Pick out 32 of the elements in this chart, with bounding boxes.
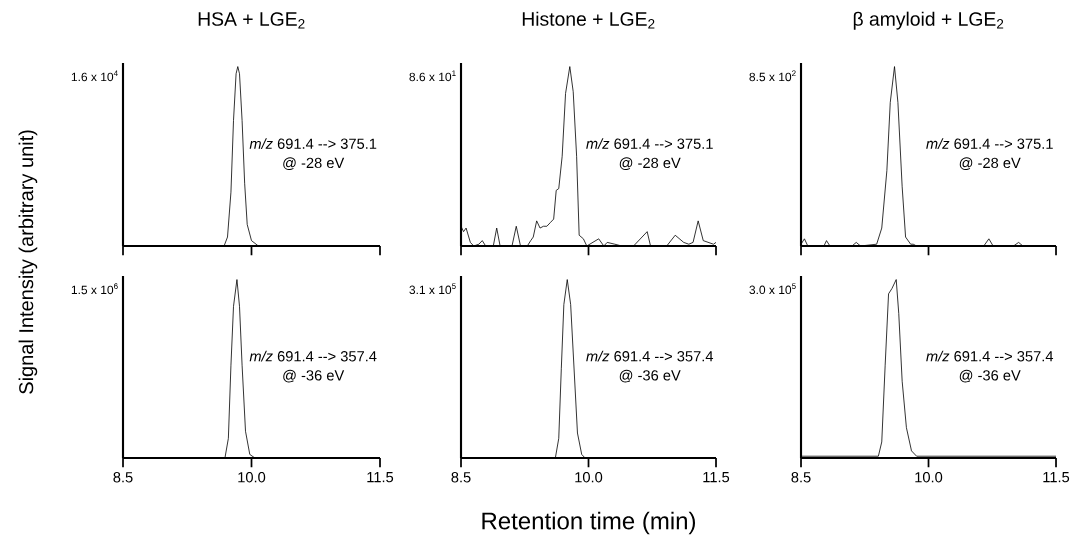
x-tick-label: 10.0 [238, 472, 266, 483]
annotation: @ -28 eV [959, 157, 1021, 170]
annotation: @ -36 eV [959, 369, 1021, 383]
x-axis-title: Retention time (min) [482, 511, 696, 535]
annotation: m/z 691.4 --> 357.4 [249, 350, 377, 362]
text: 1.5 x 10$^{6}$ [71, 283, 118, 295]
x-tick-label: 8.5 [113, 472, 133, 483]
y-axis-title: Signal Intensity (arbitrary unit) [18, 130, 38, 394]
annotation: @ -28 eV [283, 157, 345, 170]
x-tick-label: 11.5 [703, 472, 730, 483]
x-tick-label: 11.5 [1043, 472, 1070, 483]
x-tick-label: 8.5 [451, 472, 471, 483]
x-tick-label: 11.5 [367, 472, 394, 483]
chart-title: HSA + LGE$_{2}$ [198, 12, 305, 29]
annotation: @ -36 eV [619, 369, 681, 383]
text: 3.1 x 10$^{5}$ [409, 283, 456, 295]
text: 1.6 x 10$^{4}$ [71, 70, 118, 82]
annotation: m/z 691.4 --> 375.1 [926, 138, 1053, 149]
chart-title: β amyloid + LGE$_{2}$ [853, 11, 1004, 30]
annotation: m/z 691.4 --> 375.1 [249, 138, 377, 149]
annotation: m/z 691.4 --> 357.4 [586, 350, 714, 362]
x-tick-label: 10.0 [575, 472, 603, 483]
annotation: @ -28 eV [619, 157, 681, 170]
text: 8.6 x 10$^{1}$ [409, 70, 456, 82]
chart-title: Histone + LGE$_{2}$ [522, 11, 655, 29]
text: 3.0 x 10$^{5}$ [749, 283, 796, 295]
x-tick-label: 8.5 [791, 472, 811, 483]
annotation: m/z 691.4 --> 375.1 [586, 138, 713, 149]
x-tick-label: 10.0 [915, 472, 943, 483]
text: 8.5 x 10$^{2}$ [749, 70, 796, 82]
annotation: m/z 691.4 --> 357.4 [926, 350, 1054, 362]
annotation: @ -36 eV [283, 369, 345, 383]
